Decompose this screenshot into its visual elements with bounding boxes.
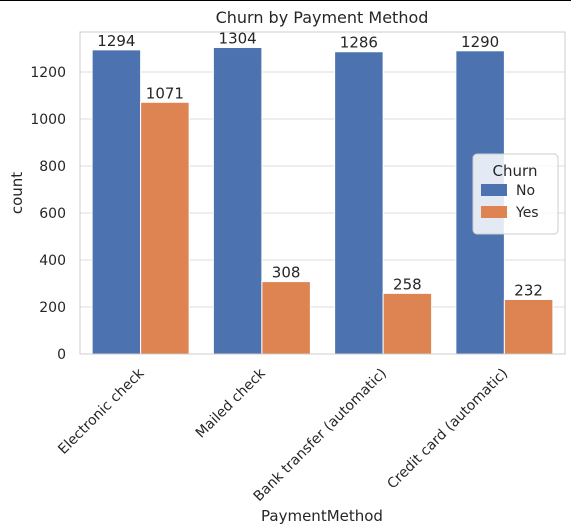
legend-label: No bbox=[516, 183, 535, 199]
y-tick-label: 0 bbox=[57, 347, 66, 363]
data-label: 1286 bbox=[340, 34, 378, 52]
y-tick-label: 800 bbox=[39, 159, 66, 175]
chart-title: Churn by Payment Method bbox=[216, 8, 429, 27]
y-tick-label: 400 bbox=[39, 253, 66, 269]
data-labels: 1294 1071 1304 308 1286 258 1290 232 bbox=[97, 30, 543, 300]
y-tick-label: 1200 bbox=[30, 65, 66, 81]
y-tick-label: 600 bbox=[39, 206, 66, 222]
y-tick-label: 1000 bbox=[30, 112, 66, 128]
bar-no bbox=[91, 49, 142, 355]
legend: Churn No Yes bbox=[472, 153, 559, 235]
plot-frame bbox=[79, 31, 566, 355]
bar-yes bbox=[140, 101, 190, 355]
data-label: 1294 bbox=[97, 32, 135, 50]
bar-no bbox=[212, 47, 263, 355]
x-axis-label: PaymentMethod bbox=[261, 507, 383, 525]
bar-yes bbox=[382, 292, 433, 355]
bar-no bbox=[334, 51, 384, 355]
data-label: 1304 bbox=[219, 30, 257, 48]
plot-area: 1294 1071 1304 308 1286 258 1290 232 bbox=[79, 30, 566, 355]
bars bbox=[91, 47, 554, 355]
y-tick-label: 200 bbox=[39, 300, 66, 316]
legend-title: Churn bbox=[493, 162, 538, 180]
x-tick-label: Electronic check bbox=[55, 365, 148, 458]
legend-items: No Yes bbox=[481, 183, 539, 221]
bar-yes bbox=[261, 281, 311, 355]
data-label: 308 bbox=[272, 264, 301, 282]
data-label: 1290 bbox=[461, 33, 499, 51]
legend-swatch-no bbox=[481, 184, 507, 196]
data-label: 1071 bbox=[146, 84, 184, 102]
data-label: 258 bbox=[393, 275, 422, 293]
data-label: 232 bbox=[514, 281, 543, 299]
y-axis-ticks: 0 200 400 600 800 1000 1200 bbox=[30, 65, 66, 363]
legend-swatch-yes bbox=[481, 206, 507, 218]
bar-yes bbox=[503, 298, 554, 355]
x-tick-label: Credit card (automatic) bbox=[384, 366, 511, 493]
x-tick-label: Mailed check bbox=[193, 365, 270, 442]
y-axis-label: count bbox=[8, 172, 26, 214]
x-tick-label: Bank transfer (automatic) bbox=[251, 366, 390, 505]
legend-label: Yes bbox=[515, 205, 539, 221]
